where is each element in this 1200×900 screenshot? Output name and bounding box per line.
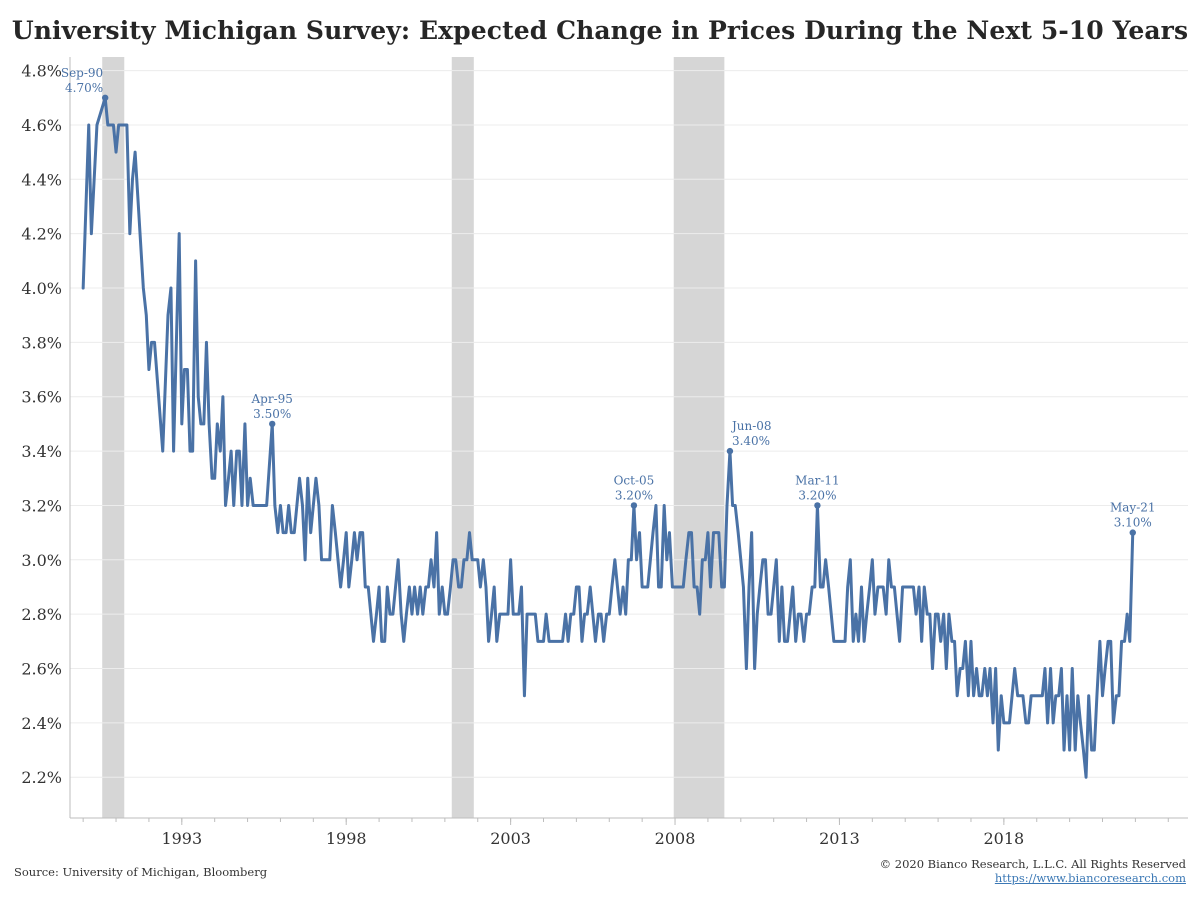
annotations: Sep-904.70%Apr-953.50%Oct-053.20%Jun-083… (61, 66, 1156, 536)
chart-title: University Michigan Survey: Expected Cha… (11, 16, 1189, 45)
annotation-label: Oct-05 (614, 473, 655, 487)
annotation-marker (630, 502, 638, 509)
website-link[interactable]: https://www.biancoresearch.com (994, 871, 1186, 885)
series-line-1 (81, 96, 1135, 779)
x-tick-label: 2008 (655, 829, 696, 848)
y-tick-label: 4.6% (21, 116, 62, 135)
annotation-value: 3.50% (253, 407, 291, 421)
annotation-label: Mar-11 (795, 473, 840, 487)
recession-band-3 (673, 57, 725, 818)
y-tick-label: 2.2% (21, 768, 62, 787)
copyright-text: © 2020 Bianco Research, L.L.C. All Right… (879, 857, 1186, 871)
y-tick-label: 2.8% (21, 605, 62, 624)
y-tick-label: 4.0% (21, 279, 62, 298)
y-tick-label: 4.4% (21, 170, 62, 189)
y-tick-label: 3.2% (21, 496, 62, 515)
y-tick-label: 2.6% (21, 660, 62, 679)
annotation-value: 3.10% (1114, 516, 1152, 530)
annotation-label: Apr-95 (251, 392, 293, 406)
gridlines (70, 70, 1188, 778)
annotation-label: May-21 (1110, 501, 1156, 515)
annotation-marker (1129, 529, 1136, 536)
series-layer (81, 96, 1135, 779)
recession-band-1 (102, 57, 125, 818)
annotation-marker (814, 502, 821, 509)
recession-bands (102, 57, 725, 818)
x-tick-label: 2018 (983, 829, 1024, 848)
copyright-block: © 2020 Bianco Research, L.L.C. All Right… (880, 857, 1186, 885)
annotation-marker (101, 94, 109, 101)
annotation-value: 3.40% (732, 434, 770, 448)
y-tick-label: 4.2% (21, 225, 62, 244)
recession-band-2 (451, 57, 474, 818)
y-tick-label: 2.4% (21, 714, 62, 733)
annotation-label: Jun-08 (730, 419, 772, 433)
source-note: Source: University of Michigan, Bloomber… (14, 865, 268, 879)
annotation-value: 3.20% (798, 488, 836, 502)
x-tick-label: 2003 (490, 829, 531, 848)
y-tick-label: 3.0% (21, 551, 62, 570)
y-tick-label: 3.8% (21, 333, 62, 352)
annotation-marker (269, 420, 276, 428)
y-tick-label: 3.6% (21, 388, 62, 407)
x-tick-label: 1998 (326, 829, 367, 848)
y-tick-label: 3.4% (21, 442, 62, 461)
annotation-value: 4.70% (65, 81, 103, 95)
axes: 2.2% 2.4% 2.6% 2.8% 3.0% 3.2% 3.4% 3.6% 3.8% 4.0%… (21, 57, 1188, 848)
annotation-value: 3.20% (615, 488, 653, 502)
x-tick-label: 1993 (161, 829, 202, 848)
x-tick-label: 2013 (819, 829, 860, 848)
y-tick-label: 4.8% (21, 62, 62, 81)
annotation-label: Sep-90 (61, 66, 103, 80)
annotation-marker (726, 447, 734, 455)
